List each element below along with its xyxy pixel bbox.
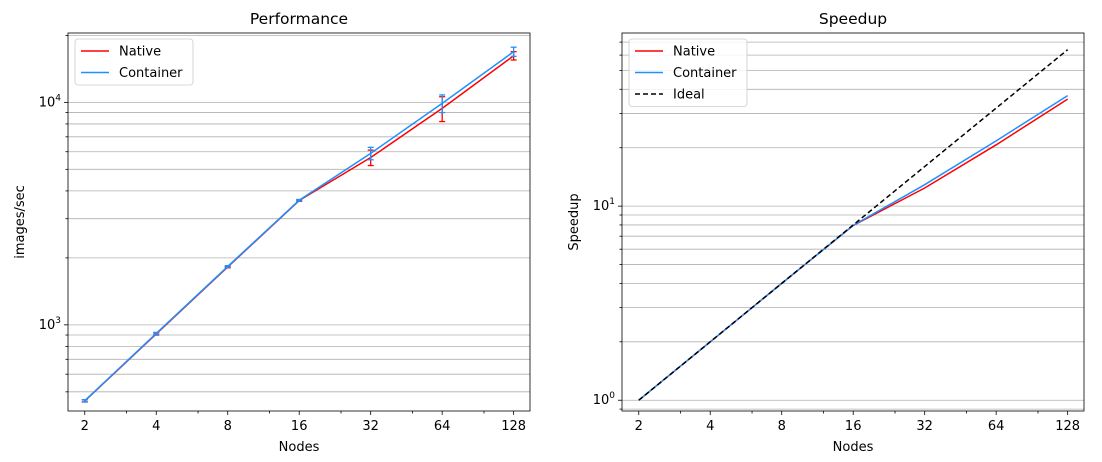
plot-frame [621,32,1085,412]
series-line [638,98,1069,401]
legend-label: Ideal [673,88,705,103]
series-ideal [638,49,1069,401]
x-tick-label: 2 [635,419,643,434]
x-tick-label: 8 [224,419,232,434]
legend-box [628,38,748,107]
x-tick-label: 4 [152,419,160,434]
x-tick-label: 16 [845,419,862,434]
series-container [638,94,1069,401]
y-axis-label: Speedup [567,193,582,250]
series-line [84,51,515,402]
chart-panel-2: 100 101 2 4 8 16 32 64 128 Native Container Ideal Sp… [567,10,1085,455]
y-tick-label: 101 [593,197,615,214]
legend: Native Container [74,38,194,86]
x-tick-label: 128 [1055,419,1080,434]
x-ticks: 2 4 8 16 32 64 128 [81,411,526,434]
legend-label: Native [673,45,715,60]
y-ticks: 100 101 [593,41,622,410]
y-tick-label: 100 [593,391,616,408]
series-line [638,49,1069,401]
y-ticks: 103 104 [39,34,68,393]
x-ticks: 2 4 8 16 32 64 128 [635,411,1080,434]
series-line [638,94,1069,401]
legend: Native Container Ideal [628,38,748,107]
chart-title: Speedup [819,10,887,28]
legend-label: Native [119,45,161,60]
series-native [638,98,1069,401]
x-tick-label: 128 [501,419,526,434]
x-tick-label: 4 [706,419,714,434]
legend-label: Container [673,66,737,81]
x-tick-label: 8 [778,419,786,434]
series-native [81,51,517,403]
series-container [81,46,517,403]
y-grid [68,34,530,393]
y-tick-label: 104 [39,93,62,110]
x-axis-label: Nodes [833,440,874,455]
x-tick-label: 64 [434,419,451,434]
x-tick-label: 2 [81,419,89,434]
x-axis-label: Nodes [279,440,320,455]
chart-title: Performance [250,10,348,28]
legend-label: Container [119,66,183,81]
x-tick-label: 32 [916,419,933,434]
y-tick-label: 103 [39,316,61,333]
x-tick-label: 16 [291,419,308,434]
chart-panel-1: 103 104 2 4 8 16 32 64 128 Native Container Perform… [13,10,531,455]
x-tick-label: 64 [988,419,1005,434]
plot-frame [67,32,531,412]
y-axis-label: images/sec [13,185,28,259]
x-tick-label: 32 [362,419,379,434]
series-line [84,55,515,402]
